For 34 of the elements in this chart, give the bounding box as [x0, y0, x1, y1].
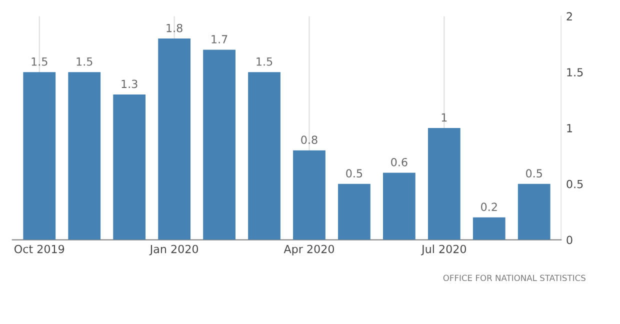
bar: [293, 150, 326, 240]
data-label: 1.3: [122, 80, 138, 88]
bar: [68, 72, 101, 240]
x-tick-label: Jul 2020: [420, 244, 466, 256]
text: OFFICE FOR NATIONAL STATISTICS: [443, 274, 586, 282]
data-label: 0.6: [391, 158, 408, 166]
data-label: 1.7: [212, 35, 228, 44]
bar: [428, 128, 460, 240]
data-label: 1.8: [166, 24, 182, 32]
bar: [338, 184, 370, 240]
data-label: 0.5: [526, 169, 542, 178]
bar: [518, 184, 550, 240]
y-tick-label: 1: [567, 124, 572, 132]
y-tick-label: 0: [566, 236, 572, 244]
data-label: 1.5: [256, 58, 272, 66]
data-label: 0.5: [346, 169, 362, 178]
bar: [113, 94, 146, 240]
data-label: 1: [442, 113, 447, 122]
x-tick-label: Oct 2019: [14, 244, 64, 254]
bar: [248, 72, 280, 240]
y-tick-label: 1.5: [567, 68, 583, 76]
y-tick-label: 0.5: [566, 180, 583, 188]
data-label: 0.8: [301, 136, 318, 144]
bar: [158, 38, 191, 240]
y-tick-label: 2: [566, 12, 572, 20]
bar: [203, 50, 236, 240]
data-label: 0.2: [481, 202, 497, 212]
x-tick-label: Apr 2020: [284, 244, 334, 256]
data-label: 1.5: [76, 58, 92, 66]
bar: [382, 172, 416, 240]
bar: [472, 217, 506, 240]
x-tick-label: Jan 2020: [149, 244, 198, 256]
bar: [23, 72, 56, 240]
data-label: 1.5: [32, 58, 48, 66]
